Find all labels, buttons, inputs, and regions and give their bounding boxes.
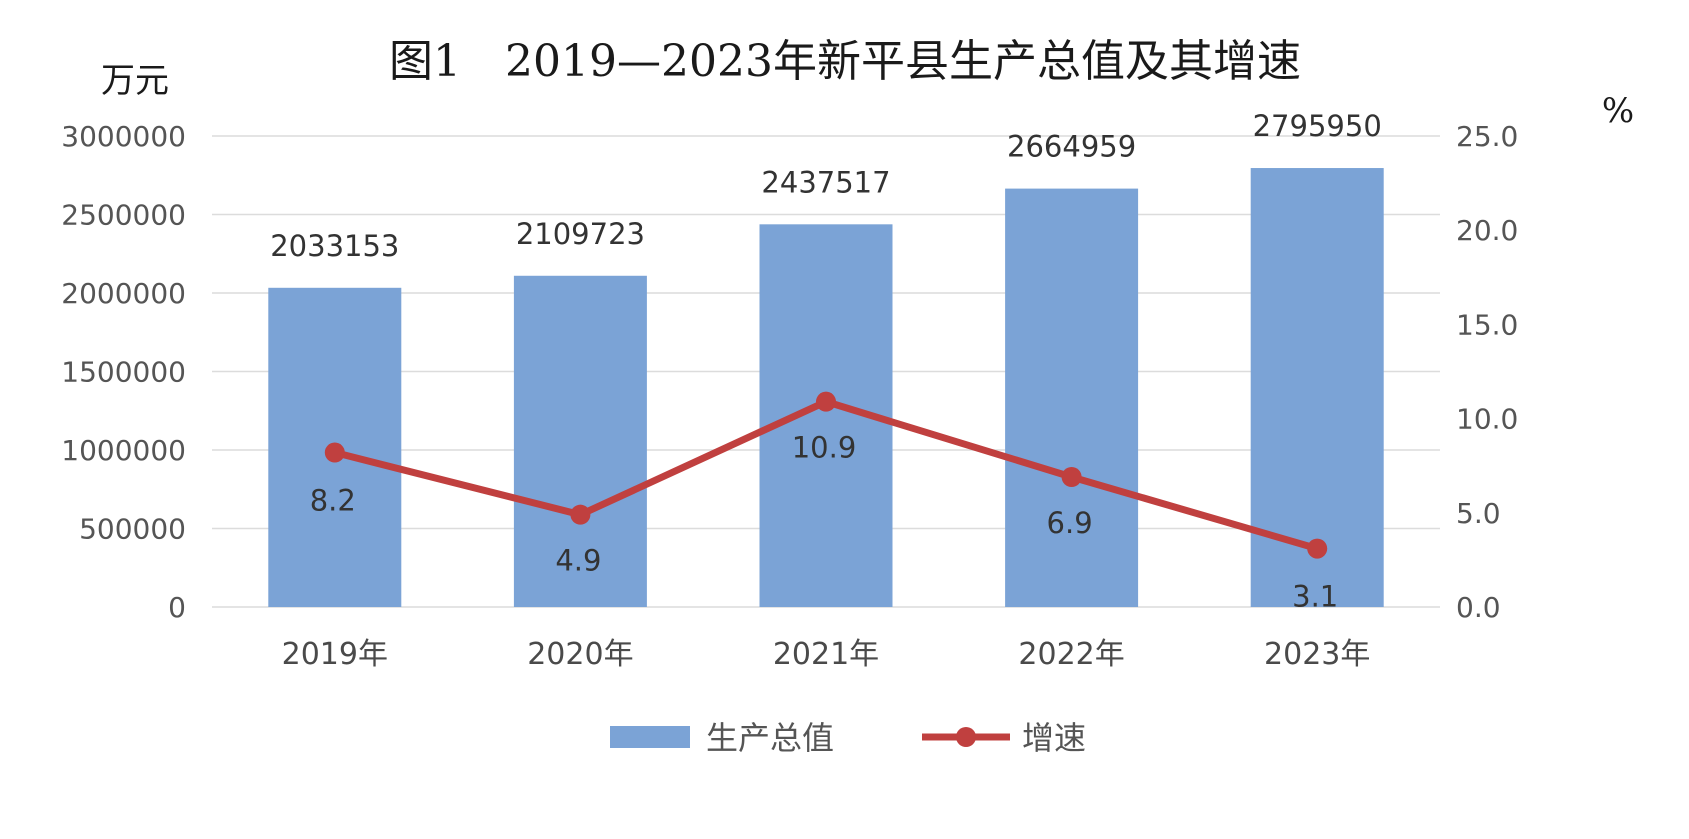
y-tick-label: 3000000 <box>61 120 186 153</box>
bar-3 <box>1005 188 1139 607</box>
axis-layer: 0 500000 1000000 1500000 2000000 2500000 30000… <box>61 120 1518 672</box>
y-tick-label: 1500000 <box>61 356 186 389</box>
y-tick-label: 0 <box>168 591 186 624</box>
growth-point-1 <box>570 504 591 525</box>
growth-point-4 <box>1307 538 1328 559</box>
bar-value-label: 2033153 <box>270 229 399 263</box>
y-tick-label: 2000000 <box>61 277 186 310</box>
growth-value-label: 10.9 <box>792 431 857 465</box>
y-right-tick-label: 20.0 <box>1456 214 1518 247</box>
y-right-tick-label: 15.0 <box>1456 308 1518 341</box>
bar-value-label: 2795950 <box>1253 109 1382 143</box>
bar-value-label: 2664959 <box>1007 130 1136 164</box>
bar-value-label: 2109723 <box>516 217 645 251</box>
legend-bar-swatch <box>610 726 690 748</box>
y-right-tick-label: 0.0 <box>1456 591 1501 624</box>
left-axis-unit: 万元 <box>101 61 169 101</box>
legend: 生产总值 增速 <box>610 719 1086 757</box>
y-tick-label: 1000000 <box>61 434 186 467</box>
bar-layer <box>268 168 1384 608</box>
bar-value-label: 2437517 <box>761 165 890 199</box>
chart-title: 图1 2019—2023年新平县生产总值及其增速 <box>389 36 1301 87</box>
legend-line-marker <box>956 727 976 747</box>
growth-value-label: 4.9 <box>555 544 601 578</box>
y-right-tick-label: 5.0 <box>1456 497 1501 530</box>
growth-point-0 <box>324 442 345 463</box>
legend-line-label: 增速 <box>1022 719 1086 757</box>
right-axis-unit: % <box>1602 91 1634 131</box>
y-tick-label: 2500000 <box>61 199 186 232</box>
x-tick-label: 2019年 <box>282 637 388 672</box>
x-tick-label: 2020年 <box>527 637 633 672</box>
label-layer: 2033153 2109723 2437517 2664959 2795950 8.2 4.… <box>270 109 1382 614</box>
x-tick-label: 2023年 <box>1264 637 1370 672</box>
y-right-tick-label: 10.0 <box>1456 403 1518 436</box>
growth-value-label: 8.2 <box>310 484 356 518</box>
x-tick-label: 2022年 <box>1018 637 1124 672</box>
legend-bar-label: 生产总值 <box>706 719 834 757</box>
growth-point-2 <box>816 391 836 412</box>
x-tick-label: 2021年 <box>773 637 879 672</box>
growth-point-3 <box>1061 467 1082 488</box>
y-right-tick-label: 25.0 <box>1456 120 1518 153</box>
growth-value-label: 3.1 <box>1292 580 1338 614</box>
bar-1 <box>513 275 647 607</box>
line-layer <box>324 391 1328 559</box>
growth-value-label: 6.9 <box>1047 506 1093 540</box>
y-tick-label: 500000 <box>79 513 186 546</box>
